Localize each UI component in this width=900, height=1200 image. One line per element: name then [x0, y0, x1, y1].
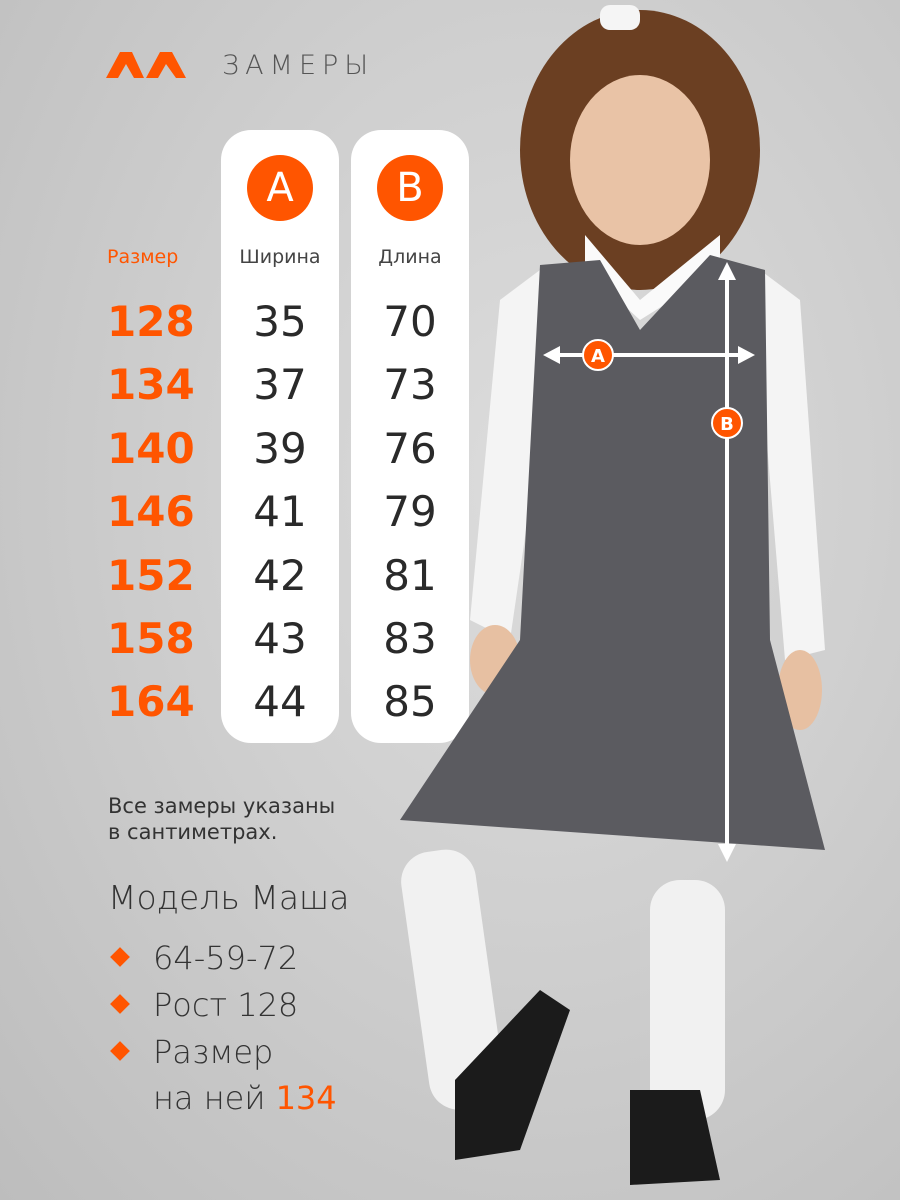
width-value: 37 — [253, 360, 307, 410]
size-label: на ней — [153, 1079, 266, 1117]
size-value: 158 — [107, 613, 195, 663]
size-value: 146 — [107, 487, 195, 537]
length-column-card: B Длина 70 73 76 79 81 83 85 — [351, 130, 469, 743]
marker-b-icon: B — [711, 407, 743, 439]
width-header: Ширина — [239, 246, 321, 268]
marker-a-icon: A — [582, 339, 614, 371]
width-value: 41 — [253, 487, 307, 537]
diamond-bullet-icon — [110, 1041, 130, 1061]
length-arrow — [718, 262, 736, 862]
model-photo — [400, 5, 825, 1185]
model-size-value: 134 — [275, 1079, 337, 1117]
size-value: 152 — [107, 550, 195, 600]
note-line: Все замеры указаны — [108, 794, 336, 818]
length-value: 73 — [383, 360, 437, 410]
length-value: 76 — [383, 423, 437, 473]
length-header: Длина — [378, 246, 442, 268]
note-line: в сантиметрах. — [108, 820, 278, 844]
size-value: 140 — [107, 423, 195, 473]
size-value: 134 — [107, 360, 195, 410]
width-value: 43 — [253, 613, 307, 663]
width-column-card: A Ширина 35 37 39 41 42 43 44 — [221, 130, 339, 743]
size-value: 164 — [107, 677, 195, 727]
length-value: 83 — [383, 613, 437, 663]
width-value: 35 — [253, 297, 307, 346]
length-value: 79 — [383, 487, 437, 537]
length-value: 85 — [383, 677, 437, 727]
model-params: 64-59-72 — [108, 935, 298, 981]
page-title: ЗАМЕРЫ — [222, 50, 375, 81]
width-value: 39 — [253, 423, 307, 473]
diamond-bullet-icon — [110, 947, 130, 967]
width-value: 44 — [253, 677, 307, 727]
letter-a-badge: A — [247, 155, 313, 221]
size-value: 128 — [107, 297, 195, 346]
units-note: Все замеры указаны в сантиметрах. — [108, 793, 335, 845]
width-value: 42 — [253, 550, 307, 600]
length-value: 70 — [383, 297, 437, 346]
model-height: Рост 128 — [108, 982, 298, 1028]
model-title: Модель Маша — [108, 878, 350, 917]
model-size: Размер на ней 134 — [108, 1029, 337, 1121]
size-header: Размер — [107, 246, 179, 268]
diamond-bullet-icon — [110, 994, 130, 1014]
brand-logo — [106, 52, 186, 78]
size-label: Размер — [153, 1033, 274, 1071]
letter-b-badge: B — [377, 155, 443, 221]
length-value: 81 — [383, 550, 437, 600]
height-text: Рост 128 — [153, 986, 299, 1024]
params-text: 64-59-72 — [153, 939, 299, 977]
